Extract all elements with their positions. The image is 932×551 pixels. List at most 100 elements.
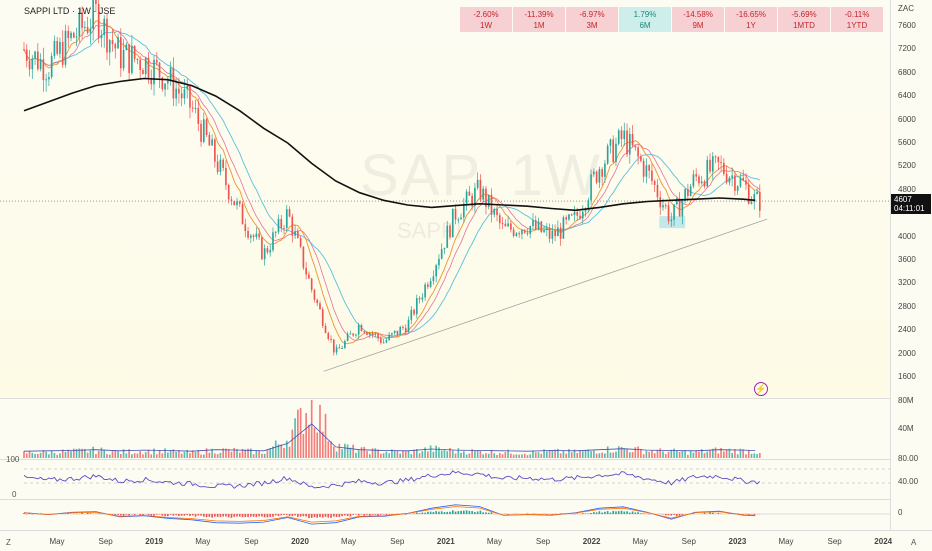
macd-hist-bar	[366, 514, 368, 515]
candle-body	[101, 35, 103, 38]
macd-hist-bar	[203, 514, 205, 517]
volume-bar	[493, 453, 495, 458]
volume-bar	[593, 451, 595, 458]
macd-hist-bar	[604, 512, 606, 514]
candle-body	[430, 281, 432, 287]
macd-pane[interactable]	[0, 500, 890, 530]
volume-bar	[156, 454, 158, 458]
macd-hist-bar	[239, 514, 241, 517]
candle-body	[399, 327, 401, 335]
volume-bar	[560, 453, 562, 458]
volume-bar	[477, 450, 479, 458]
macd-hist-bar	[286, 514, 288, 515]
candle-body	[659, 197, 661, 207]
perf-period: 3M	[566, 20, 618, 31]
macd-hist-bar	[596, 512, 598, 514]
perf-pct: -0.11%	[831, 9, 883, 20]
candle-body	[211, 139, 213, 145]
candle-body	[698, 176, 700, 183]
candle-body	[499, 215, 501, 223]
candle-body	[560, 227, 562, 238]
candle-body	[682, 201, 684, 217]
candle-body	[137, 59, 139, 60]
candle-body	[106, 19, 108, 53]
macd-hist-bar	[278, 514, 280, 516]
volume-bar	[601, 453, 603, 458]
candle-body	[759, 192, 761, 211]
macd-hist-bar	[615, 511, 617, 514]
perf-box-1y[interactable]: -16.65%1Y	[725, 7, 777, 32]
macd-hist-bar	[682, 514, 684, 515]
perf-box-1mtd[interactable]: -5.69%1MTD	[778, 7, 830, 32]
macd-hist-bar	[480, 511, 482, 514]
volume-bar	[145, 452, 147, 458]
candle-body	[726, 174, 728, 183]
candle-body	[419, 298, 421, 299]
volume-bar	[629, 452, 631, 458]
perf-box-9m[interactable]: -14.58%9M	[672, 7, 724, 32]
macd-hist-bar	[128, 514, 130, 515]
candle-body	[607, 146, 609, 164]
macd-hist-bar	[419, 513, 421, 514]
candle-body	[715, 156, 717, 157]
perf-box-1ytd[interactable]: -0.11%1YTD	[831, 7, 883, 32]
volume-bar	[355, 453, 357, 458]
candle-body	[305, 268, 307, 275]
candle-body	[280, 219, 282, 228]
volume-bar	[90, 450, 92, 458]
volume-bar	[480, 451, 482, 458]
perf-box-3m[interactable]: -6.97%3M	[566, 7, 618, 32]
macd-hist-bar	[327, 514, 329, 518]
candle-body	[347, 334, 349, 341]
candle-body	[416, 298, 418, 314]
price-axis[interactable]	[890, 0, 932, 550]
volume-bar	[488, 454, 490, 458]
volume-bar	[499, 453, 501, 458]
candle-body	[67, 31, 69, 38]
bar-countdown: 04:11:01	[894, 204, 931, 213]
candle-body	[339, 347, 341, 348]
candle-body	[308, 275, 310, 279]
macd-hist-bar	[322, 514, 324, 517]
candle-body	[267, 248, 269, 252]
perf-box-1m[interactable]: -11.39%1M	[513, 7, 565, 32]
candle-body	[170, 68, 172, 81]
candle-body	[662, 205, 664, 207]
volume-bar	[723, 452, 725, 458]
auto-scale-button[interactable]: A	[911, 538, 916, 547]
zoom-reset-button[interactable]: Z	[6, 538, 11, 547]
candle-body	[148, 58, 150, 79]
price-tick: 7200	[898, 44, 916, 53]
volume-pane[interactable]	[0, 399, 890, 459]
perf-box-6m[interactable]: 1.79%6M	[619, 7, 671, 32]
volume-bar	[217, 454, 219, 458]
volume-bar	[184, 452, 186, 458]
volume-bar	[347, 444, 349, 458]
volume-bar	[325, 414, 327, 458]
lightning-icon[interactable]: ⚡	[754, 382, 768, 396]
macd-hist-bar	[527, 513, 529, 514]
volume-bar	[751, 454, 753, 458]
volume-bar	[339, 444, 341, 458]
time-tick: Sep	[244, 537, 258, 546]
volume-bar	[590, 451, 592, 458]
macd-hist-bar	[303, 514, 305, 516]
volume-bar	[106, 454, 108, 458]
price-panel[interactable]: SAP, 1W SAPPI SAPPI LTD · 1W · JSE -2.60…	[0, 0, 890, 398]
candle-body	[250, 235, 252, 237]
volume-bar	[109, 455, 111, 458]
rsi-pane[interactable]	[0, 460, 890, 499]
volume-bar	[496, 455, 498, 458]
perf-box-1w[interactable]: -2.60%1W	[460, 7, 512, 32]
macd-hist-bar	[123, 514, 125, 516]
volume-bar	[228, 449, 230, 458]
volume-bar	[759, 453, 761, 458]
macd-hist-bar	[267, 514, 269, 517]
perf-pct: -5.69%	[778, 9, 830, 20]
volume-bar	[745, 454, 747, 458]
macd-hist-bar	[178, 514, 180, 516]
perf-period: 1YTD	[831, 20, 883, 31]
volume-bar	[704, 453, 706, 458]
macd-hist-bar	[120, 514, 122, 515]
macd-hist-bar	[153, 514, 155, 516]
